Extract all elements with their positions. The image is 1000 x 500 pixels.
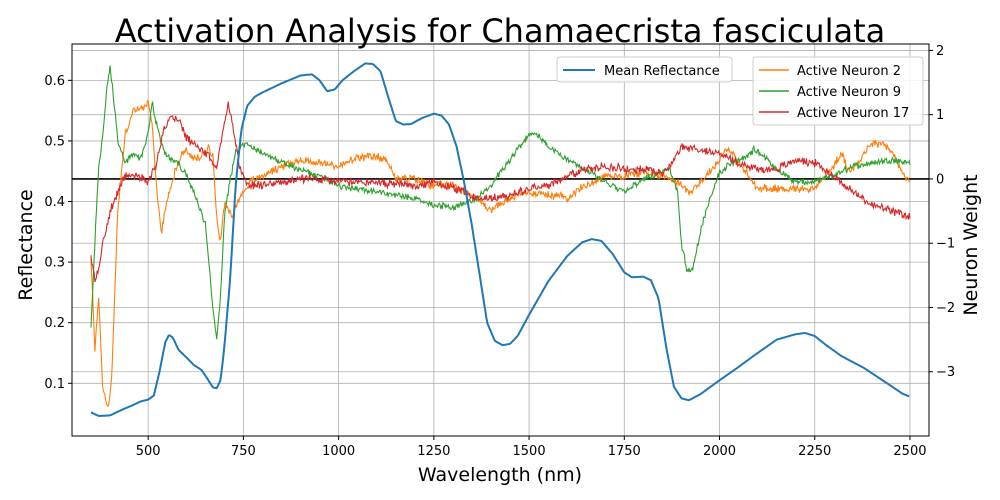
plot-frame (71, 43, 930, 437)
x-tick-label: 750 (231, 444, 256, 459)
x-tick-label: 2000 (703, 444, 736, 459)
legend-mean-box (556, 56, 733, 83)
x-tick-label: 2500 (893, 444, 926, 459)
y2-tick-label: −1 (936, 237, 955, 252)
x-tick-label: 2250 (798, 444, 831, 459)
legend-label: Active Neuron 17 (797, 106, 909, 121)
y-axis-ticks: 0.1 0.2 0.3 0.4 0.5 0.6 (44, 74, 72, 392)
legend-label: Active Neuron 9 (797, 85, 901, 100)
y-tick-label: 0.2 (44, 316, 65, 331)
y-tick-label: 0.4 (44, 195, 65, 210)
y2-tick-label: −3 (936, 365, 955, 380)
y-tick-label: 0.5 (44, 134, 65, 149)
series-line-active-neuron-17 (90, 101, 911, 283)
x-axis-label: Wavelength (nm) (418, 464, 582, 486)
y-axis-label: Reflectance (15, 189, 37, 300)
x-tick-label: 1000 (322, 444, 355, 459)
y2-axis-ticks: −3 −2 −1 0 1 2 (929, 44, 955, 380)
x-tick-label: 500 (136, 444, 161, 459)
y-tick-label: 0.6 (44, 74, 65, 89)
x-tick-label: 1500 (513, 444, 546, 459)
y-tick-label: 0.3 (44, 256, 65, 271)
legend-neurons: Active Neuron 2 Active Neuron 9 Active Neu… (752, 56, 924, 126)
x-axis-ticks: 500 750 1000 1250 1500 1750 2000 2250 2500 (136, 436, 927, 459)
y2-tick-label: −2 (936, 301, 955, 316)
y2-tick-label: 0 (936, 172, 944, 187)
y-tick-label: 0.1 (44, 377, 65, 392)
series-layer (90, 62, 911, 417)
y2-tick-label: 1 (936, 108, 944, 123)
legend-mean: Mean Reflectance (556, 56, 733, 83)
legend-mean-label: Mean Reflectance (604, 64, 720, 79)
series-line-mean-reflectance (90, 62, 910, 417)
x-tick-label: 1250 (417, 444, 450, 459)
y2-tick-label: 2 (936, 44, 944, 59)
y2-axis-label: Neuron Weight (960, 174, 982, 315)
x-tick-label: 1750 (608, 444, 641, 459)
legend-label: Active Neuron 2 (797, 64, 901, 79)
series-line-active-neuron-2 (90, 99, 911, 408)
legend-neurons-box (752, 56, 924, 126)
